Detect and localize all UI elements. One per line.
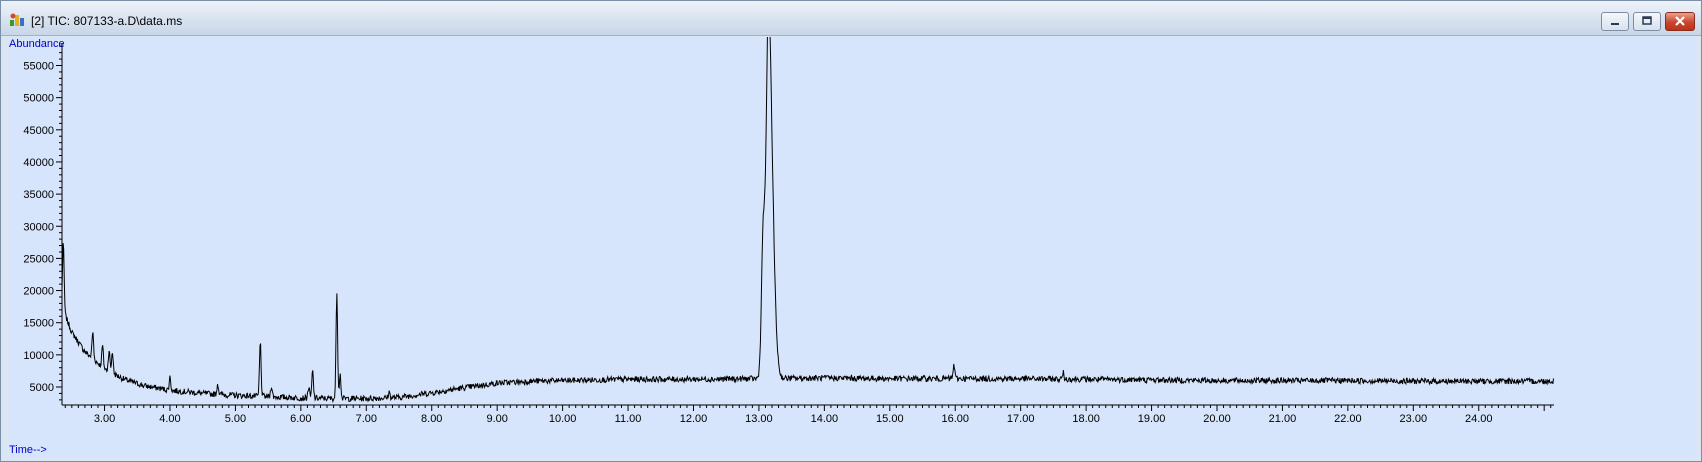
x-tick-label: 10.00	[549, 413, 577, 425]
restore-button[interactable]	[1633, 12, 1661, 31]
close-button[interactable]	[1665, 12, 1695, 31]
x-tick-label: 6.00	[290, 413, 311, 425]
x-tick-label: 22.00	[1334, 413, 1362, 425]
y-tick-label: 40000	[23, 157, 54, 169]
x-axis-title: Time-->	[9, 444, 47, 456]
x-tick-label: 9.00	[486, 413, 507, 425]
y-tick-label: 35000	[23, 189, 54, 201]
x-tick-label: 7.00	[356, 413, 377, 425]
close-icon	[1675, 16, 1685, 26]
y-tick-label: 50000	[23, 93, 54, 105]
restore-icon	[1642, 16, 1652, 25]
x-tick-label: 19.00	[1138, 413, 1166, 425]
x-tick-label: 3.00	[94, 413, 115, 425]
minimize-icon	[1611, 23, 1619, 25]
x-tick-label: 4.00	[159, 413, 180, 425]
window-title: [2] TIC: 807133-a.D\data.ms	[31, 14, 183, 28]
chromatogram-app-icon	[10, 13, 24, 26]
x-tick-label: 13.00	[745, 413, 773, 425]
y-tick-label: 20000	[23, 286, 54, 298]
x-tick-label: 12.00	[680, 413, 708, 425]
tic-trace-line	[61, 0, 1555, 404]
y-tick-label: 45000	[23, 125, 54, 137]
y-axis-title: Abundance	[9, 38, 65, 50]
y-tick-label: 55000	[23, 61, 54, 73]
y-axis: 5000 10000 15000 20000 25000 30000 35000 40000 4…	[23, 45, 62, 401]
x-axis: 3.00 4.00 5.00 6.00 7.00 8.00 9.00 10.00 11.00 12…	[64, 405, 1552, 425]
x-tick-label: 11.00	[615, 413, 642, 425]
y-tick-label: 30000	[23, 221, 54, 233]
x-tick-label: 21.00	[1269, 413, 1297, 425]
x-tick-label: 14.00	[811, 413, 839, 425]
x-tick-label: 15.00	[876, 413, 904, 425]
x-tick-label: 5.00	[225, 413, 246, 425]
y-tick-label: 5000	[30, 382, 54, 394]
x-tick-label: 18.00	[1072, 413, 1100, 425]
title-bar[interactable]: [2] TIC: 807133-a.D\data.ms	[1, 1, 1701, 36]
x-tick-label: 8.00	[421, 413, 442, 425]
y-tick-label: 10000	[23, 350, 54, 362]
x-tick-label: 17.00	[1007, 413, 1035, 425]
x-tick-label: 24.00	[1465, 413, 1493, 425]
y-tick-label: 25000	[23, 253, 54, 265]
plot-area[interactable]: 5000 10000 15000 20000 25000 30000 35000 40000 4…	[9, 0, 1695, 457]
minimize-button[interactable]	[1601, 12, 1629, 31]
tic-chromatogram[interactable]: 5000 10000 15000 20000 25000 30000 35000 40000 4…	[9, 0, 1695, 457]
x-tick-label: 23.00	[1400, 413, 1428, 425]
x-tick-label: 20.00	[1203, 413, 1231, 425]
y-tick-label: 15000	[23, 318, 54, 330]
x-tick-label: 16.00	[941, 413, 969, 425]
